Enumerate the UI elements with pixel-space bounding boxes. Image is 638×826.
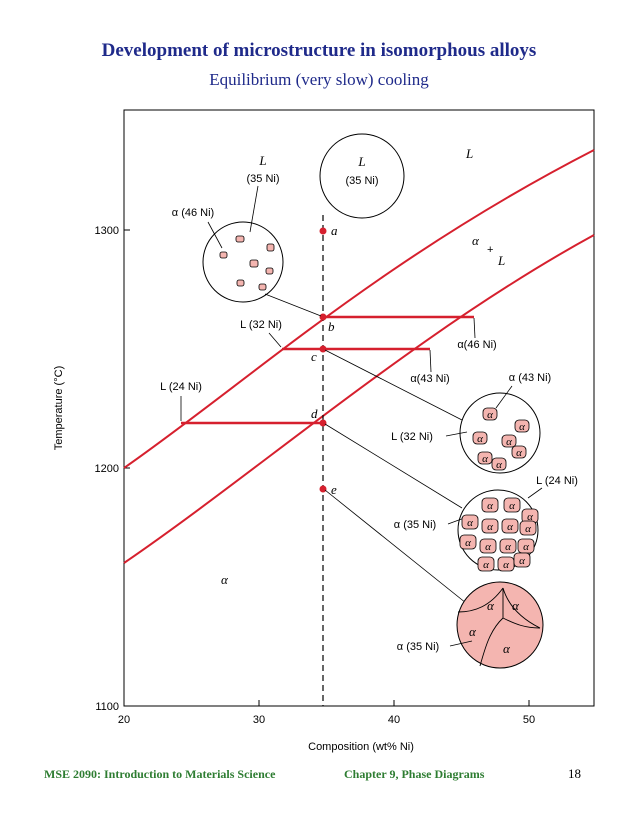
grains-d-grain-label: α bbox=[485, 541, 491, 553]
circle-e-alpha35: α (35 Ni) bbox=[397, 641, 439, 653]
point-b bbox=[319, 313, 327, 321]
circle-d-alpha35: α (35 Ni) bbox=[394, 519, 436, 531]
grains-d-grain-label: α bbox=[503, 559, 509, 571]
alpha-grains-c: ααα αα αα bbox=[472, 407, 530, 471]
circle-d-L24: L (24 Ni) bbox=[536, 475, 578, 487]
grains-d-grain-label: α bbox=[523, 541, 529, 553]
microstructure-a: L (35 Ni) bbox=[319, 133, 405, 219]
circle-c-L32: L (32 Ni) bbox=[391, 431, 433, 443]
point-c bbox=[319, 345, 327, 353]
point-c-label: c bbox=[311, 349, 317, 364]
microstructure-c: α (43 Ni) L (32 Ni) ααα αα αα bbox=[324, 349, 551, 474]
grains-d-grain bbox=[503, 497, 521, 513]
grain-e-2: α bbox=[512, 598, 520, 613]
grains-d-grain-label: α bbox=[483, 559, 489, 571]
microstructure-b: L (35 Ni) α (46 Ni) bbox=[172, 153, 322, 317]
grains-d-grain bbox=[481, 497, 499, 513]
label-L24: L (24 Ni) bbox=[160, 381, 202, 393]
grains-c-grain-label: α bbox=[496, 459, 502, 471]
slide-title: Development of microstructure in isomorp… bbox=[101, 40, 537, 61]
region-alpha-label: α bbox=[221, 572, 229, 587]
x-axis-label: Composition (wt% Ni) bbox=[308, 741, 414, 753]
grains-c-grain-label: α bbox=[519, 421, 525, 433]
grains-d-grain bbox=[481, 518, 499, 534]
microstructure-e: α α α α α (35 Ni) bbox=[324, 489, 544, 669]
y-tick-1200: 1200 bbox=[95, 463, 119, 475]
y-tick-1100: 1100 bbox=[95, 701, 119, 713]
x-tick-40: 40 bbox=[388, 714, 400, 726]
grains-d-grain-label: α bbox=[465, 537, 471, 549]
x-axis: 20 30 40 50 Composition (wt% Ni) bbox=[118, 700, 535, 753]
grain-e-1: α bbox=[487, 598, 495, 613]
circle-b-comp: (35 Ni) bbox=[246, 173, 279, 185]
point-a bbox=[319, 227, 327, 235]
grain-e-3: α bbox=[469, 624, 477, 639]
point-e-label: e bbox=[331, 482, 337, 497]
y-axis-label: Temperature (°C) bbox=[53, 366, 65, 450]
grains-d-grain bbox=[499, 538, 517, 554]
grains-c-grain-label: α bbox=[516, 447, 522, 459]
y-axis: 1300 1200 1100 Temperature (°C) bbox=[53, 225, 130, 713]
region-L-plus: L bbox=[497, 253, 505, 268]
grains-d-grain-label: α bbox=[505, 541, 511, 553]
grains-c-grain-label: α bbox=[477, 433, 483, 445]
label-L32: L (32 Ni) bbox=[240, 319, 282, 331]
grains-c-grain bbox=[472, 431, 488, 445]
solidus-curve bbox=[123, 234, 595, 564]
grains-d-grain bbox=[519, 520, 537, 536]
label-alpha46: α(46 Ni) bbox=[457, 339, 496, 351]
y-tick-1300: 1300 bbox=[95, 225, 119, 237]
grains-d-grain-label: α bbox=[527, 511, 533, 523]
grains-c-grain bbox=[482, 407, 498, 421]
circle-a-L: L bbox=[357, 154, 365, 169]
grains-c-grain bbox=[477, 451, 493, 465]
alpha-grains-d: α ααα α α αα α α αα α α bbox=[459, 497, 539, 572]
grains-c-grain-label: α bbox=[482, 453, 488, 465]
grains-d-grain-label: α bbox=[519, 555, 525, 567]
grains-d-grain-label: α bbox=[487, 521, 493, 533]
point-a-label: a bbox=[331, 223, 338, 238]
region-alpha-plus: α bbox=[472, 233, 480, 248]
grains-d-grain bbox=[501, 518, 519, 534]
point-e bbox=[319, 485, 327, 493]
grains-d-grain bbox=[477, 556, 495, 572]
circle-a-comp: (35 Ni) bbox=[345, 175, 378, 187]
x-tick-20: 20 bbox=[118, 714, 130, 726]
state-points: a b c d e bbox=[311, 223, 338, 497]
grains-d-grain-label: α bbox=[467, 517, 473, 529]
region-L-label: L bbox=[465, 146, 473, 161]
point-d bbox=[319, 419, 327, 427]
x-tick-50: 50 bbox=[523, 714, 535, 726]
grains-d-grain-label: α bbox=[509, 500, 515, 512]
region-plus: + bbox=[487, 244, 493, 256]
grains-d-grain bbox=[513, 552, 531, 568]
microstructure-d: L (24 Ni) α (35 Ni) α ααα α α αα α α αα α α bbox=[324, 423, 578, 572]
x-tick-30: 30 bbox=[253, 714, 265, 726]
grains-c-grain bbox=[501, 434, 517, 448]
point-b-label: b bbox=[328, 319, 335, 334]
point-d-label: d bbox=[311, 406, 318, 421]
circle-b-alpha46: α (46 Ni) bbox=[172, 207, 214, 219]
grain-e-4: α bbox=[503, 641, 511, 656]
grains-d-grain-label: α bbox=[487, 500, 493, 512]
grains-c-grain bbox=[514, 419, 530, 433]
grains-c-grain bbox=[511, 445, 527, 459]
footer-course: MSE 2090: Introduction to Materials Scie… bbox=[44, 767, 276, 781]
grains-d-grain bbox=[459, 534, 477, 550]
grains-d-grain-label: α bbox=[525, 523, 531, 535]
grains-c-grain bbox=[491, 457, 507, 471]
circle-c-alpha43: α (43 Ni) bbox=[509, 372, 551, 384]
footer-page-number: 18 bbox=[568, 766, 581, 781]
footer-chapter: Chapter 9, Phase Diagrams bbox=[344, 767, 485, 781]
label-alpha43: α(43 Ni) bbox=[410, 373, 449, 385]
grains-d-grain bbox=[479, 538, 497, 554]
grains-c-grain-label: α bbox=[506, 436, 512, 448]
grains-c-grain-label: α bbox=[487, 409, 493, 421]
circle-b-L: L bbox=[258, 153, 266, 168]
plot-frame bbox=[123, 109, 595, 707]
grains-d-grain-label: α bbox=[507, 521, 513, 533]
slide-subtitle: Equilibrium (very slow) cooling bbox=[209, 70, 429, 89]
grains-d-grain bbox=[461, 514, 479, 530]
